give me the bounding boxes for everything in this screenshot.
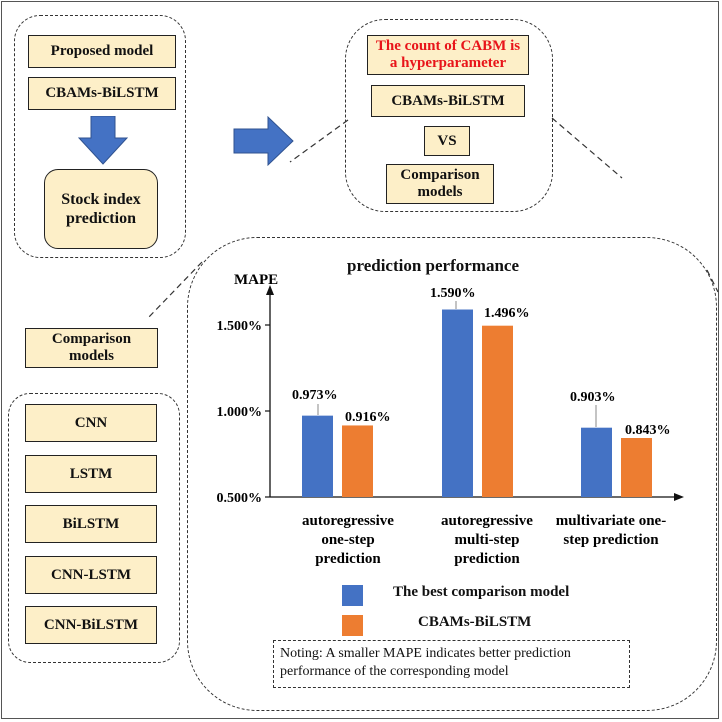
y-tick-label: 1.500% — [217, 319, 263, 334]
down-arrow-icon — [78, 116, 128, 165]
model-cnn-lstm: CNN-LSTM — [25, 556, 157, 594]
x-tick-label: one-step — [321, 532, 374, 548]
model-lstm: LSTM — [25, 455, 157, 493]
model-bilstm: BiLSTM — [25, 505, 157, 543]
legend-swatch-cbams-bilstm — [342, 615, 363, 636]
x-tick-label: multi-step — [455, 532, 520, 548]
stock-index-prediction-box: Stock index prediction — [44, 169, 158, 249]
x-tick-label: step prediction — [563, 532, 659, 548]
proposed-model-label: Proposed model — [28, 35, 176, 68]
cabm-count-note: The count of CABM is a hyperparameter — [367, 35, 529, 75]
comparison-models-region — [8, 393, 180, 663]
bar — [442, 309, 473, 497]
legend-swatch-best-comparison — [342, 585, 363, 606]
data-label: 1.496% — [484, 306, 530, 321]
bar — [342, 425, 373, 497]
hyper-model-name: CBAMs-BiLSTM — [371, 85, 525, 117]
hyper-comparison-models: Comparison models — [386, 164, 494, 204]
model-cnn: CNN — [25, 404, 157, 442]
x-axis-arrowhead — [674, 493, 684, 501]
bar — [581, 427, 612, 497]
proposed-model-name: CBAMs-BiLSTM — [28, 77, 176, 110]
x-tick-label: multivariate one- — [556, 513, 666, 529]
data-label: 0.903% — [570, 390, 616, 405]
hyperparameter-region — [345, 19, 553, 212]
y-axis-arrowhead — [266, 285, 274, 295]
bar — [302, 415, 333, 497]
legend-label-cbams-bilstm: CBAMs-BiLSTM — [418, 614, 532, 630]
bar — [482, 325, 513, 497]
bar — [621, 438, 652, 497]
data-label: 0.973% — [292, 388, 338, 403]
data-label: 1.590% — [430, 286, 476, 301]
data-label: 0.916% — [345, 410, 391, 425]
legend-label-best-comparison: The best comparison model — [393, 584, 570, 600]
data-label: 0.843% — [625, 423, 671, 438]
y-tick-label: 0.500% — [217, 491, 263, 506]
performance-region — [187, 237, 717, 711]
x-tick-label: prediction — [315, 551, 381, 567]
mape-note: Noting: A smaller MAPE indicates better … — [273, 640, 630, 688]
right-arrow-icon — [233, 115, 294, 167]
x-tick-label: prediction — [454, 551, 520, 567]
x-tick-label: autoregressive — [302, 513, 394, 529]
y-tick-label: 1.000% — [217, 405, 263, 420]
proposed-model-region — [14, 15, 186, 258]
y-axis-label: MAPE — [234, 272, 278, 288]
vs-label: VS — [424, 126, 470, 156]
chart-title: prediction performance — [347, 256, 520, 275]
model-cnn-bilstm: CNN-BiLSTM — [25, 606, 157, 644]
comparison-models-title: Comparison models — [25, 328, 158, 368]
x-tick-label: autoregressive — [441, 513, 533, 529]
